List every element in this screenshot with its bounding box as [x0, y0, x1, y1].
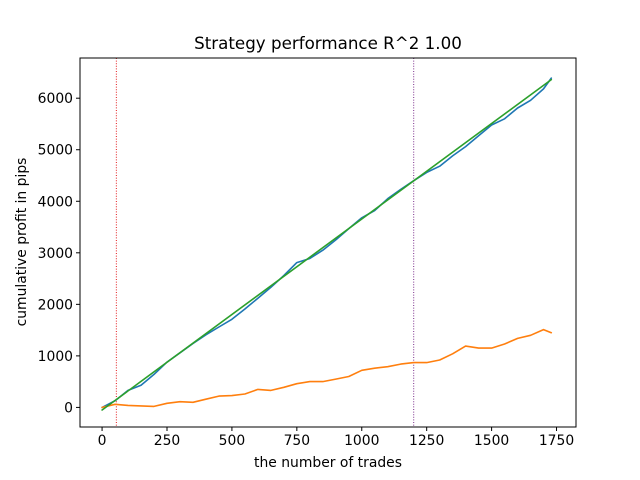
series-line-2	[101, 328, 553, 409]
y-tick-label: 3000	[38, 246, 73, 262]
y-tick-label: 5000	[38, 143, 73, 159]
series-line-3	[101, 78, 553, 411]
x-tick-label: 1000	[344, 433, 379, 449]
y-axis: 0 1000 2000 3000 4000 5000 6000	[38, 91, 80, 416]
y-tick-label: 6000	[38, 91, 73, 107]
x-tick-label: 0	[98, 433, 107, 449]
x-tick-label: 250	[154, 433, 181, 449]
y-axis-label: cumulative profit in pips	[14, 158, 30, 327]
y-tick-label: 0	[64, 400, 73, 416]
plot-area	[101, 58, 553, 427]
x-axis: 0 250 500 750 1000 1250 1500 1750	[98, 427, 574, 449]
chart-title: Strategy performance R^2 1.00	[194, 33, 462, 53]
x-tick-label: 500	[219, 433, 246, 449]
x-tick-label: 1500	[474, 433, 509, 449]
x-tick-label: 750	[284, 433, 311, 449]
y-tick-label: 2000	[38, 297, 73, 313]
axes-frame	[79, 57, 577, 428]
y-tick-label: 4000	[38, 194, 73, 210]
x-tick-label: 1750	[539, 433, 574, 449]
x-axis-label: the number of trades	[254, 455, 402, 471]
y-tick-label: 1000	[38, 349, 73, 365]
x-tick-label: 1250	[409, 433, 444, 449]
